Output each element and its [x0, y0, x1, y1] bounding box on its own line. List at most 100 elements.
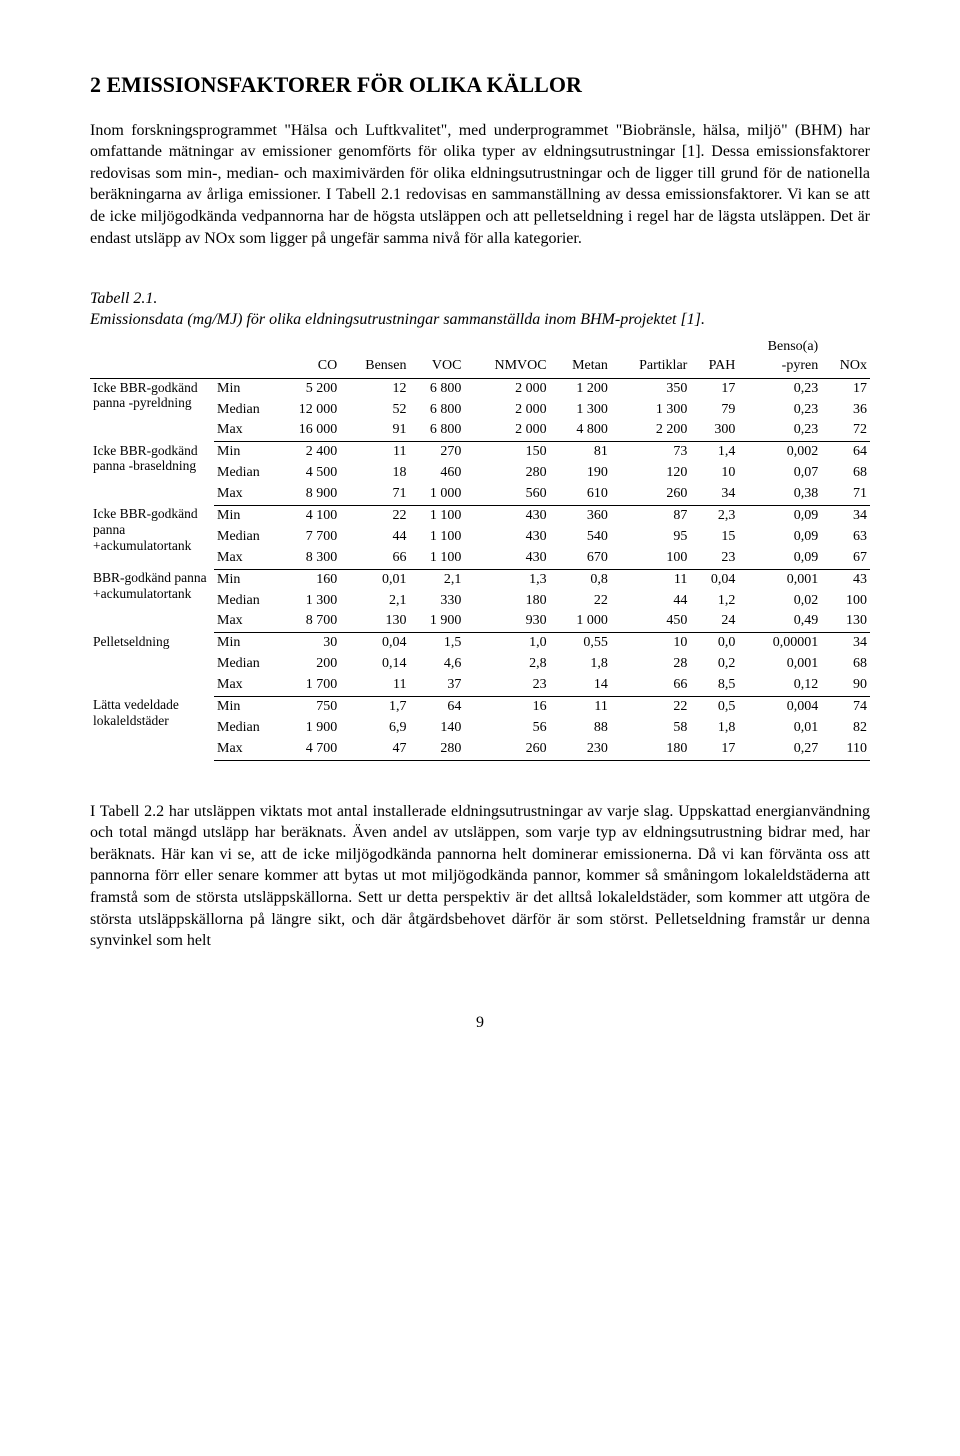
table-cell: 22 [550, 591, 611, 612]
table-cell: 73 [611, 442, 690, 463]
col-header: Metan [550, 337, 611, 378]
table-cell: 0,12 [738, 675, 821, 696]
table-cell: 430 [464, 527, 549, 548]
table-cell: 1,5 [409, 633, 464, 654]
intro-paragraph: Inom forskningsprogrammet "Hälsa och Luf… [90, 120, 870, 250]
table-cell: 2,8 [464, 654, 549, 675]
table-cell: 23 [690, 548, 738, 569]
table-cell: 0,55 [550, 633, 611, 654]
table-cell: 1 900 [409, 611, 464, 632]
table-cell: 280 [409, 739, 464, 760]
table-cell: 44 [340, 527, 409, 548]
table-cell: 0,2 [690, 654, 738, 675]
table-cell: 7 700 [275, 527, 340, 548]
table-cell: 5 200 [275, 378, 340, 399]
table-cell: 74 [821, 696, 870, 717]
table-cell: 200 [275, 654, 340, 675]
table-cell: 4 500 [275, 463, 340, 484]
table-cell: 68 [821, 463, 870, 484]
table-cell: 22 [611, 696, 690, 717]
table-cell: 52 [340, 400, 409, 421]
table-cell: 64 [409, 696, 464, 717]
table-cell: 1 200 [550, 378, 611, 399]
table-cell: 1,8 [550, 654, 611, 675]
table-cell: 47 [340, 739, 409, 760]
group-label: Icke BBR-godkänd panna -pyreldning [90, 378, 214, 442]
stat-label: Max [214, 548, 275, 569]
table-cell: 24 [690, 611, 738, 632]
table-cell: 4,6 [409, 654, 464, 675]
table-cell: 2 000 [464, 420, 549, 441]
table-cell: 1,3 [464, 569, 549, 590]
table-cell: 260 [611, 484, 690, 505]
table-cell: 1,0 [464, 633, 549, 654]
table-cell: 150 [464, 442, 549, 463]
table-cell: 0,23 [738, 378, 821, 399]
table-cell: 71 [340, 484, 409, 505]
table-cell: 12 000 [275, 400, 340, 421]
table-cell: 460 [409, 463, 464, 484]
stat-label: Median [214, 527, 275, 548]
table-cell: 16 000 [275, 420, 340, 441]
table-cell: 0,001 [738, 654, 821, 675]
stat-label: Min [214, 696, 275, 717]
table-cell: 180 [611, 739, 690, 760]
table-cell: 1,8 [690, 718, 738, 739]
table-row: Icke BBR-godkänd panna -pyreldningMin5 2… [90, 378, 870, 399]
table-cell: 8,5 [690, 675, 738, 696]
page-number: 9 [90, 1012, 870, 1034]
table-cell: 23 [464, 675, 549, 696]
group-label: Icke BBR-godkänd panna -braseldning [90, 442, 214, 506]
table-head: COBensenVOCNMVOCMetanPartiklarPAHBenso(a… [90, 337, 870, 378]
stat-label: Median [214, 400, 275, 421]
table-cell: 430 [464, 505, 549, 526]
table-cell: 100 [821, 591, 870, 612]
table-cell: 17 [690, 739, 738, 760]
table-cell: 43 [821, 569, 870, 590]
table-cell: 2 200 [611, 420, 690, 441]
table-cell: 0,001 [738, 569, 821, 590]
stat-label: Min [214, 569, 275, 590]
table-cell: 260 [464, 739, 549, 760]
table-cell: 6 800 [409, 400, 464, 421]
table-cell: 2,1 [409, 569, 464, 590]
table-cell: 95 [611, 527, 690, 548]
table-cell: 15 [690, 527, 738, 548]
table-cell: 560 [464, 484, 549, 505]
group-label: Pelletseldning [90, 633, 214, 697]
table-cell: 87 [611, 505, 690, 526]
table-cell: 6 800 [409, 420, 464, 441]
table-cell: 18 [340, 463, 409, 484]
col-header [90, 337, 214, 378]
table-cell: 1 100 [409, 548, 464, 569]
table-cell: 64 [821, 442, 870, 463]
table-cell: 2,1 [340, 591, 409, 612]
col-header: NOx [821, 337, 870, 378]
table-cell: 8 700 [275, 611, 340, 632]
table-cell: 14 [550, 675, 611, 696]
table-cell: 0,5 [690, 696, 738, 717]
table-cell: 10 [611, 633, 690, 654]
table-cell: 350 [611, 378, 690, 399]
table-cell: 0,0 [690, 633, 738, 654]
col-header [214, 337, 275, 378]
table-cell: 6 800 [409, 378, 464, 399]
table-cell: 1 300 [611, 400, 690, 421]
table-cell: 0,04 [690, 569, 738, 590]
table-cell: 0,23 [738, 420, 821, 441]
table-cell: 2 000 [464, 378, 549, 399]
table-cell: 1 000 [409, 484, 464, 505]
table-cell: 230 [550, 739, 611, 760]
table-cell: 4 100 [275, 505, 340, 526]
table-cell: 1 700 [275, 675, 340, 696]
post-paragraph: I Tabell 2.2 har utsläppen viktats mot a… [90, 801, 870, 952]
table-cell: 2,3 [690, 505, 738, 526]
stat-label: Max [214, 484, 275, 505]
table-cell: 1,7 [340, 696, 409, 717]
table-cell: 120 [611, 463, 690, 484]
table-cell: 72 [821, 420, 870, 441]
table-cell: 68 [821, 654, 870, 675]
table-cell: 670 [550, 548, 611, 569]
table-cell: 1 000 [550, 611, 611, 632]
table-cell: 12 [340, 378, 409, 399]
